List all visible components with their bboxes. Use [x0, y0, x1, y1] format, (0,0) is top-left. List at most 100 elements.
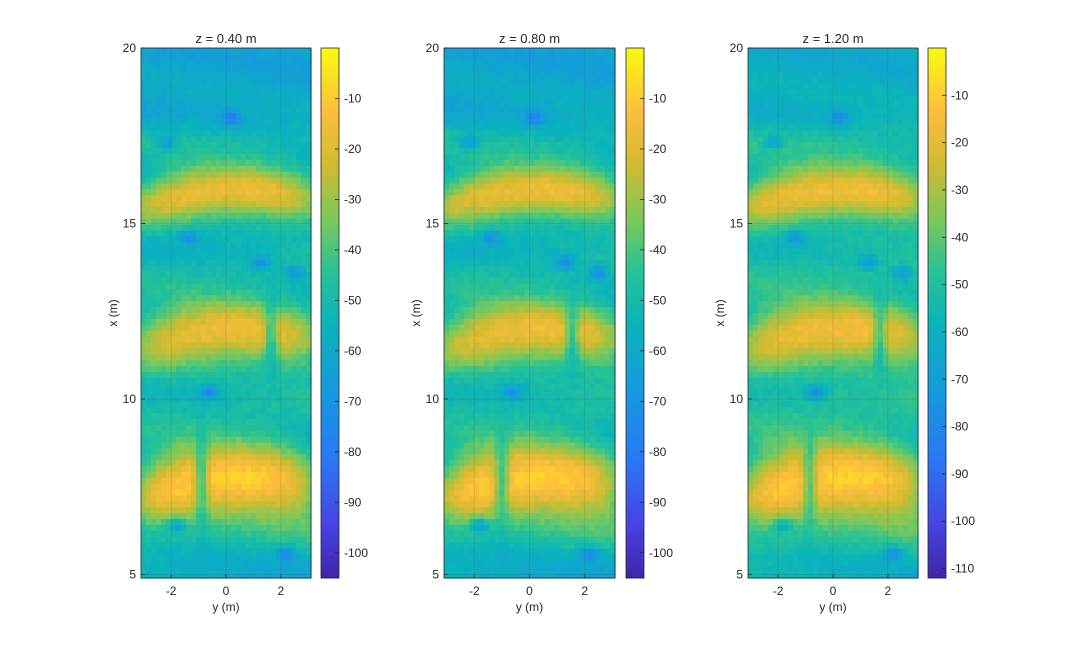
heatmap-cell	[256, 330, 262, 338]
heatmap-cell	[459, 430, 465, 438]
heatmap-cell	[514, 212, 521, 220]
heatmap-cell	[286, 318, 292, 326]
heatmap-cell	[449, 371, 455, 379]
heatmap-cell	[469, 53, 475, 61]
heatmap-cell	[171, 560, 177, 567]
heatmap-cell	[236, 159, 242, 167]
heatmap-cell	[524, 201, 531, 208]
heatmap-cell	[236, 112, 242, 120]
heatmap-cell	[191, 212, 197, 220]
heatmap-cell	[444, 148, 450, 155]
heatmap-cell	[499, 330, 505, 338]
heatmap-cell	[161, 313, 167, 320]
heatmap-cell	[221, 483, 227, 491]
heatmap-cell	[146, 112, 152, 120]
heatmap-cell	[459, 53, 465, 61]
heatmap-cell	[539, 371, 546, 379]
heatmap-cell	[191, 65, 197, 73]
heatmap-cell	[534, 242, 541, 249]
heatmap-cell	[141, 112, 147, 120]
heatmap-cell	[266, 454, 272, 461]
heatmap-cell	[161, 536, 167, 544]
heatmap-cell	[519, 271, 526, 279]
heatmap-cell	[514, 195, 521, 202]
heatmap-cell	[186, 554, 192, 561]
heatmap-cell	[166, 519, 172, 526]
heatmap-cell	[301, 530, 307, 538]
colorbar-segment	[321, 511, 339, 517]
heatmap-cell	[186, 65, 192, 73]
heatmap-cell	[494, 71, 500, 79]
heatmap-cell	[246, 436, 252, 444]
heatmap-cell	[156, 77, 162, 84]
colorbar-segment	[321, 78, 339, 84]
heatmap-cell	[241, 301, 247, 308]
heatmap-cell	[201, 77, 207, 84]
heatmap-cell	[206, 83, 212, 90]
heatmap-cell	[181, 313, 187, 320]
heatmap-cell	[489, 483, 495, 491]
heatmap-cell	[221, 165, 227, 173]
heatmap-cell	[489, 236, 495, 243]
heatmap-cell	[504, 71, 510, 79]
heatmap-cell	[509, 395, 516, 402]
heatmap-cell	[291, 383, 297, 391]
heatmap-cell	[151, 572, 157, 579]
heatmap-cell	[261, 53, 267, 61]
heatmap-cell	[161, 124, 167, 132]
heatmap-cell	[296, 519, 302, 526]
heatmap-cell	[246, 501, 252, 508]
heatmap-cell	[296, 354, 302, 361]
heatmap-cell	[474, 165, 480, 173]
heatmap-cell	[176, 53, 182, 61]
heatmap-cell	[146, 130, 152, 137]
heatmap-cell	[171, 466, 177, 473]
heatmap-cell	[151, 560, 157, 567]
heatmap-cell	[469, 401, 475, 408]
heatmap-cell	[216, 466, 222, 473]
heatmap-cell	[306, 548, 312, 556]
heatmap-cell	[191, 95, 197, 102]
heatmap-cell	[176, 201, 182, 208]
heatmap-cell	[191, 354, 197, 361]
heatmap-cell	[291, 336, 297, 344]
heatmap-cell	[444, 477, 450, 485]
heatmap-cell	[276, 342, 282, 349]
heatmap-cell	[161, 501, 167, 508]
heatmap-cell	[494, 148, 500, 155]
heatmap-cell	[509, 442, 516, 450]
heatmap-cell	[266, 336, 272, 344]
heatmap-cell	[499, 212, 505, 220]
heatmap-cell	[266, 83, 272, 90]
heatmap-cell	[509, 71, 516, 79]
heatmap-cell	[464, 136, 470, 143]
heatmap-cell	[524, 307, 531, 314]
heatmap-cell	[286, 277, 292, 285]
heatmap-cell	[161, 260, 167, 267]
heatmap-cell	[206, 295, 212, 302]
heatmap-cell	[539, 242, 546, 249]
heatmap-cell	[539, 183, 546, 190]
heatmap-cell	[171, 277, 177, 285]
heatmap-cell	[211, 89, 217, 96]
heatmap-cell	[241, 289, 247, 296]
heatmap-cell	[161, 148, 167, 155]
heatmap-cell	[281, 548, 287, 556]
heatmap-cell	[221, 248, 227, 255]
heatmap-cell	[221, 212, 227, 220]
heatmap-cell	[266, 195, 272, 202]
heatmap-cell	[509, 183, 516, 190]
heatmap-cell	[176, 548, 182, 556]
heatmap-cell	[494, 513, 500, 520]
heatmap-cell	[246, 112, 252, 120]
heatmap-cell	[241, 165, 247, 173]
heatmap-cell	[286, 154, 292, 161]
heatmap-cell	[191, 254, 197, 261]
heatmap-cell	[514, 242, 521, 249]
heatmap-cell	[156, 354, 162, 361]
heatmap-cell	[499, 401, 505, 408]
heatmap-cell	[231, 242, 237, 249]
heatmap-cell	[499, 477, 505, 485]
heatmap-cell	[271, 330, 277, 338]
heatmap-cell	[281, 413, 287, 420]
